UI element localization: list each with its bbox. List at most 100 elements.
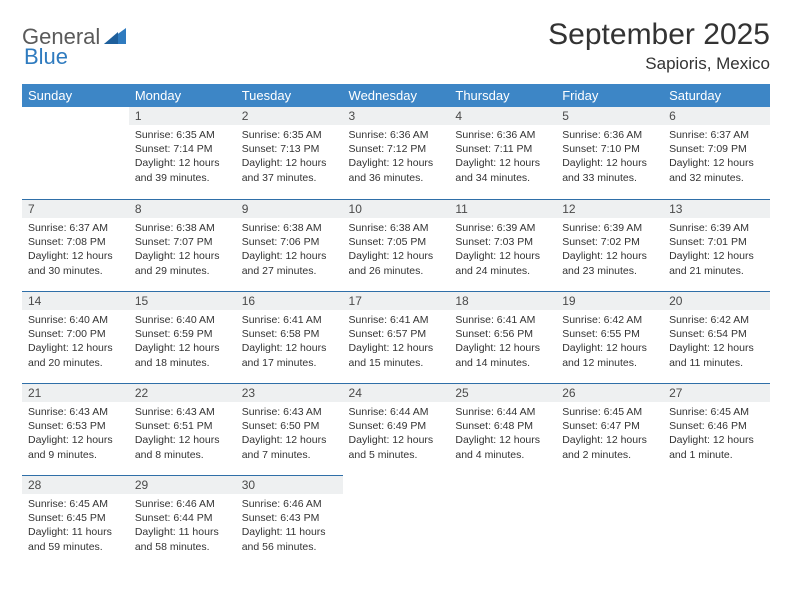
daylight-text: Daylight: 12 hours and 14 minutes.: [455, 341, 550, 369]
sunrise-text: Sunrise: 6:42 AM: [669, 313, 764, 327]
day-number: 19: [556, 291, 663, 310]
day-number: 11: [449, 199, 556, 218]
calendar-cell: 15Sunrise: 6:40 AMSunset: 6:59 PMDayligh…: [129, 291, 236, 383]
day-details: Sunrise: 6:37 AMSunset: 7:08 PMDaylight:…: [22, 218, 129, 282]
sunset-text: Sunset: 7:06 PM: [242, 235, 337, 249]
sunrise-text: Sunrise: 6:38 AM: [242, 221, 337, 235]
month-title: September 2025: [548, 18, 770, 52]
daylight-text: Daylight: 12 hours and 4 minutes.: [455, 433, 550, 461]
sunset-text: Sunset: 7:03 PM: [455, 235, 550, 249]
daylight-text: Daylight: 12 hours and 23 minutes.: [562, 249, 657, 277]
day-details: Sunrise: 6:41 AMSunset: 6:56 PMDaylight:…: [449, 310, 556, 374]
day-details: Sunrise: 6:40 AMSunset: 7:00 PMDaylight:…: [22, 310, 129, 374]
sunrise-text: Sunrise: 6:35 AM: [242, 128, 337, 142]
sunset-text: Sunset: 7:14 PM: [135, 142, 230, 156]
calendar-cell: 22Sunrise: 6:43 AMSunset: 6:51 PMDayligh…: [129, 383, 236, 475]
day-number: 18: [449, 291, 556, 310]
day-number: 7: [22, 199, 129, 218]
calendar-cell: 18Sunrise: 6:41 AMSunset: 6:56 PMDayligh…: [449, 291, 556, 383]
sunrise-text: Sunrise: 6:45 AM: [28, 497, 123, 511]
day-number: 27: [663, 383, 770, 402]
sunset-text: Sunset: 6:58 PM: [242, 327, 337, 341]
calendar-cell: 28Sunrise: 6:45 AMSunset: 6:45 PMDayligh…: [22, 475, 129, 567]
daylight-text: Daylight: 12 hours and 2 minutes.: [562, 433, 657, 461]
sunset-text: Sunset: 7:10 PM: [562, 142, 657, 156]
daylight-text: Daylight: 12 hours and 37 minutes.: [242, 156, 337, 184]
day-details: Sunrise: 6:44 AMSunset: 6:49 PMDaylight:…: [343, 402, 450, 466]
daylight-text: Daylight: 12 hours and 20 minutes.: [28, 341, 123, 369]
calendar-cell: .: [449, 475, 556, 567]
day-number: 24: [343, 383, 450, 402]
sunset-text: Sunset: 6:51 PM: [135, 419, 230, 433]
calendar-cell: 19Sunrise: 6:42 AMSunset: 6:55 PMDayligh…: [556, 291, 663, 383]
title-block: September 2025 Sapioris, Mexico: [548, 18, 770, 74]
sunset-text: Sunset: 6:59 PM: [135, 327, 230, 341]
sunrise-text: Sunrise: 6:40 AM: [135, 313, 230, 327]
sunset-text: Sunset: 7:07 PM: [135, 235, 230, 249]
sunrise-text: Sunrise: 6:43 AM: [28, 405, 123, 419]
day-details: Sunrise: 6:39 AMSunset: 7:01 PMDaylight:…: [663, 218, 770, 282]
daylight-text: Daylight: 12 hours and 36 minutes.: [349, 156, 444, 184]
calendar-week-row: .1Sunrise: 6:35 AMSunset: 7:14 PMDayligh…: [22, 107, 770, 199]
day-number: 16: [236, 291, 343, 310]
day-details: Sunrise: 6:36 AMSunset: 7:10 PMDaylight:…: [556, 125, 663, 189]
day-number: 3: [343, 107, 450, 125]
calendar-grid: Sunday Monday Tuesday Wednesday Thursday…: [22, 84, 770, 567]
daylight-text: Daylight: 12 hours and 30 minutes.: [28, 249, 123, 277]
day-number: 12: [556, 199, 663, 218]
day-number: 30: [236, 475, 343, 494]
calendar-cell: 10Sunrise: 6:38 AMSunset: 7:05 PMDayligh…: [343, 199, 450, 291]
sunset-text: Sunset: 6:49 PM: [349, 419, 444, 433]
sunset-text: Sunset: 6:54 PM: [669, 327, 764, 341]
day-details: Sunrise: 6:44 AMSunset: 6:48 PMDaylight:…: [449, 402, 556, 466]
daylight-text: Daylight: 11 hours and 59 minutes.: [28, 525, 123, 553]
daylight-text: Daylight: 12 hours and 32 minutes.: [669, 156, 764, 184]
calendar-cell: 13Sunrise: 6:39 AMSunset: 7:01 PMDayligh…: [663, 199, 770, 291]
sunrise-text: Sunrise: 6:43 AM: [242, 405, 337, 419]
sunset-text: Sunset: 6:48 PM: [455, 419, 550, 433]
calendar-cell: 4Sunrise: 6:36 AMSunset: 7:11 PMDaylight…: [449, 107, 556, 199]
calendar-week-row: 14Sunrise: 6:40 AMSunset: 7:00 PMDayligh…: [22, 291, 770, 383]
calendar-week-row: 28Sunrise: 6:45 AMSunset: 6:45 PMDayligh…: [22, 475, 770, 567]
calendar-cell: 24Sunrise: 6:44 AMSunset: 6:49 PMDayligh…: [343, 383, 450, 475]
calendar-week-row: 21Sunrise: 6:43 AMSunset: 6:53 PMDayligh…: [22, 383, 770, 475]
calendar-cell: .: [22, 107, 129, 199]
sunset-text: Sunset: 7:13 PM: [242, 142, 337, 156]
day-details: Sunrise: 6:43 AMSunset: 6:51 PMDaylight:…: [129, 402, 236, 466]
calendar-cell: 25Sunrise: 6:44 AMSunset: 6:48 PMDayligh…: [449, 383, 556, 475]
calendar-cell: 27Sunrise: 6:45 AMSunset: 6:46 PMDayligh…: [663, 383, 770, 475]
day-details: Sunrise: 6:36 AMSunset: 7:11 PMDaylight:…: [449, 125, 556, 189]
day-number: 15: [129, 291, 236, 310]
sunset-text: Sunset: 6:50 PM: [242, 419, 337, 433]
calendar-cell: 12Sunrise: 6:39 AMSunset: 7:02 PMDayligh…: [556, 199, 663, 291]
day-number: 2: [236, 107, 343, 125]
day-details: Sunrise: 6:42 AMSunset: 6:54 PMDaylight:…: [663, 310, 770, 374]
day-details: Sunrise: 6:38 AMSunset: 7:07 PMDaylight:…: [129, 218, 236, 282]
sunrise-text: Sunrise: 6:43 AM: [135, 405, 230, 419]
daylight-text: Daylight: 12 hours and 9 minutes.: [28, 433, 123, 461]
calendar-cell: 7Sunrise: 6:37 AMSunset: 7:08 PMDaylight…: [22, 199, 129, 291]
brand-triangle-icon: [104, 26, 126, 49]
calendar-cell: .: [343, 475, 450, 567]
day-number: 20: [663, 291, 770, 310]
daylight-text: Daylight: 12 hours and 15 minutes.: [349, 341, 444, 369]
calendar-cell: .: [663, 475, 770, 567]
calendar-body: .1Sunrise: 6:35 AMSunset: 7:14 PMDayligh…: [22, 107, 770, 567]
daylight-text: Daylight: 12 hours and 29 minutes.: [135, 249, 230, 277]
sunrise-text: Sunrise: 6:46 AM: [135, 497, 230, 511]
day-details: Sunrise: 6:40 AMSunset: 6:59 PMDaylight:…: [129, 310, 236, 374]
daylight-text: Daylight: 12 hours and 39 minutes.: [135, 156, 230, 184]
weekday-sunday: Sunday: [22, 84, 129, 107]
sunset-text: Sunset: 7:00 PM: [28, 327, 123, 341]
header: General September 2025 Sapioris, Mexico: [22, 18, 770, 74]
sunrise-text: Sunrise: 6:45 AM: [669, 405, 764, 419]
sunrise-text: Sunrise: 6:41 AM: [455, 313, 550, 327]
weekday-header-row: Sunday Monday Tuesday Wednesday Thursday…: [22, 84, 770, 107]
weekday-monday: Monday: [129, 84, 236, 107]
brand-text-blue-wrap: Blue: [24, 44, 68, 70]
sunset-text: Sunset: 7:01 PM: [669, 235, 764, 249]
daylight-text: Daylight: 12 hours and 26 minutes.: [349, 249, 444, 277]
day-number: 5: [556, 107, 663, 125]
weekday-thursday: Thursday: [449, 84, 556, 107]
sunset-text: Sunset: 6:53 PM: [28, 419, 123, 433]
